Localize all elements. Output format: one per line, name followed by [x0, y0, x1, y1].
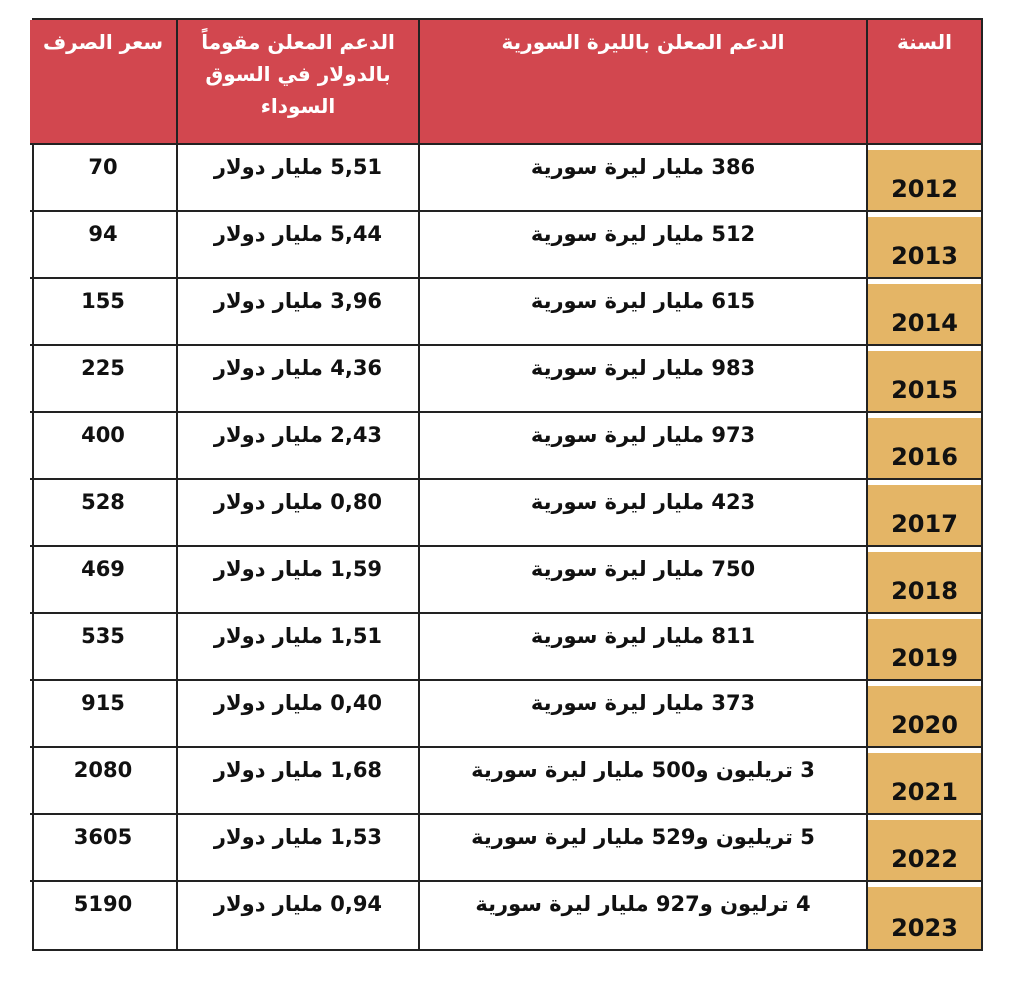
rate-cell: 70: [30, 145, 176, 212]
syp-cell: 423 مليار ليرة سورية: [418, 480, 866, 547]
usd-cell: 1,68 مليار دولار: [176, 748, 418, 815]
year-cell: 2023: [866, 882, 981, 949]
rate-cell: 94: [30, 212, 176, 279]
header-cell: الدعم المعلن بالليرة السورية: [418, 20, 866, 145]
syp-cell: 512 مليار ليرة سورية: [418, 212, 866, 279]
usd-cell: 0,94 مليار دولار: [176, 882, 418, 949]
rate-cell: 5190: [73, 892, 133, 916]
rate-cell: 3605: [30, 815, 176, 882]
syp-cell: 373 مليار ليرة سورية: [418, 681, 866, 748]
rate-cell: 225: [30, 346, 176, 413]
header-cell: سعر الصرف: [30, 20, 176, 145]
usd-cell: 0,80 مليار دولار: [176, 480, 418, 547]
year-cell: 2019: [866, 614, 981, 681]
header-cell: الدعم المعلن مقوماً بالدولار في السوق ال…: [176, 20, 418, 145]
usd-cell: 1,59 مليار دولار: [176, 547, 418, 614]
year-cell: 2014: [866, 279, 981, 346]
syp-cell: 811 مليار ليرة سورية: [418, 614, 866, 681]
syp-cell: 983 مليار ليرة سورية: [418, 346, 866, 413]
usd-cell: 2,43 مليار دولار: [176, 413, 418, 480]
year-cell: 2022: [866, 815, 981, 882]
rate-cell: 535: [30, 614, 176, 681]
rate-cell: 915: [30, 681, 176, 748]
year-cell: 2012: [866, 145, 981, 212]
usd-cell: 4,36 مليار دولار: [176, 346, 418, 413]
year-cell: 2015: [866, 346, 981, 413]
syp-cell: 973 مليار ليرة سورية: [418, 413, 866, 480]
rate-cell: 400: [30, 413, 176, 480]
header-cell: السنة: [866, 20, 981, 145]
rate-cell: 155: [30, 279, 176, 346]
year-cell: 2013: [866, 212, 981, 279]
usd-cell: 5,44 مليار دولار: [176, 212, 418, 279]
year-cell: 2020: [866, 681, 981, 748]
syp-cell: 5 تريليون و529 مليار ليرة سورية: [418, 815, 866, 882]
usd-cell: 1,53 مليار دولار: [176, 815, 418, 882]
syp-cell: 4 ترليون و927 مليار ليرة سورية: [418, 882, 866, 949]
year-cell: 2021: [866, 748, 981, 815]
syp-cell: 615 مليار ليرة سورية: [418, 279, 866, 346]
rate-cell: 469: [30, 547, 176, 614]
usd-cell: 3,96 مليار دولار: [176, 279, 418, 346]
year-cell: 2016: [866, 413, 981, 480]
syp-cell: 750 مليار ليرة سورية: [418, 547, 866, 614]
usd-cell: 5,51 مليار دولار: [176, 145, 418, 212]
syp-cell: 386 مليار ليرة سورية: [418, 145, 866, 212]
rate-cell: 2080: [30, 748, 176, 815]
usd-cell: 0,40 مليار دولار: [176, 681, 418, 748]
rate-cell: 528: [30, 480, 176, 547]
usd-cell: 1,51 مليار دولار: [176, 614, 418, 681]
table: السنة الدعم المعلن بالليرة السورية الدعم…: [30, 18, 983, 951]
year-cell: 2018: [866, 547, 981, 614]
year-cell: 2017: [866, 480, 981, 547]
syp-cell: 3 تريليون و500 مليار ليرة سورية: [418, 748, 866, 815]
